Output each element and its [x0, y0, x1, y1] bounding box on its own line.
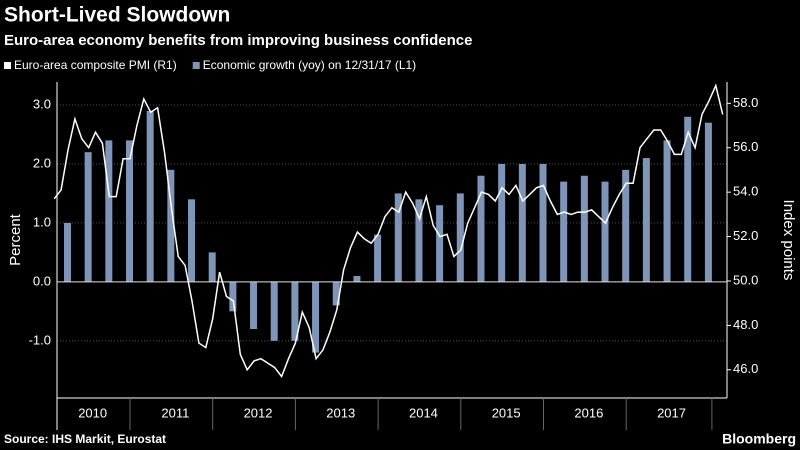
bar: [622, 169, 630, 282]
x-tick-label: 2017: [657, 405, 686, 420]
x-tick-label: 2016: [574, 405, 603, 420]
chart-subtitle: Euro-area economy benefits from improvin…: [4, 32, 472, 49]
bar: [250, 281, 258, 330]
bar: [126, 140, 133, 282]
x-tick-label: 2013: [326, 405, 355, 420]
bar: [560, 181, 568, 282]
brand: Bloomberg: [722, 431, 796, 447]
bar: [704, 122, 712, 282]
bar: [498, 163, 506, 282]
x-tick-label: 2010: [78, 405, 107, 420]
x-tick-label: 2011: [161, 405, 189, 420]
y2-tick-label: 48.0: [733, 317, 758, 332]
bar: [539, 163, 547, 282]
bar: [188, 199, 196, 282]
bar: [374, 234, 382, 282]
bar: [436, 205, 444, 282]
bar: [580, 175, 588, 282]
bar: [146, 110, 154, 282]
y2-tick-label: 56.0: [733, 139, 758, 154]
legend-swatch: [192, 62, 200, 69]
bar: [477, 175, 485, 282]
bar: [601, 181, 609, 282]
legend-swatch: [4, 62, 11, 69]
y2-tick-label: 58.0: [733, 95, 758, 110]
x-tick-label: 2014: [409, 405, 438, 420]
source: Source: IHS Markit, Eurostat: [4, 432, 166, 446]
line: [53, 83, 724, 379]
bar: [684, 116, 692, 282]
y-tick-label: 2.0: [33, 155, 51, 170]
bar: [415, 199, 423, 282]
y2-tick-label: 50.0: [733, 272, 758, 287]
bar: [456, 193, 464, 282]
legend-label: Economic growth (yoy) on 12/31/17 (L1): [203, 58, 416, 72]
bar: [312, 281, 320, 353]
bar: [394, 193, 402, 282]
y2-axis-title: Index points: [780, 200, 797, 281]
bar: [518, 163, 526, 282]
bar: [642, 158, 650, 282]
bar: [167, 169, 175, 282]
bar: [229, 281, 237, 312]
y-tick-label: 3.0: [33, 96, 51, 111]
bar: [663, 140, 671, 282]
x-tick-label: 2015: [492, 405, 521, 420]
bar: [353, 275, 361, 282]
y2-tick-label: 52.0: [733, 228, 758, 243]
y-tick-label: -1.0: [29, 332, 51, 347]
bar: [105, 140, 113, 282]
bar: [208, 252, 216, 282]
legend-label: Euro-area composite PMI (R1): [14, 58, 177, 72]
bar: [84, 152, 92, 282]
bar: [270, 281, 278, 341]
y2-tick-label: 54.0: [733, 184, 758, 199]
x-tick-label: 2012: [244, 405, 273, 420]
y-tick-label: 0.0: [33, 273, 51, 288]
y2-tick-label: 46.0: [733, 361, 758, 376]
y-axis-title: Percent: [7, 213, 24, 266]
y-tick-label: 1.0: [33, 214, 51, 229]
bar: [291, 281, 299, 341]
chart-title: Short-Lived Slowdown: [4, 4, 230, 27]
bar: [63, 222, 71, 282]
bar: [332, 281, 340, 306]
